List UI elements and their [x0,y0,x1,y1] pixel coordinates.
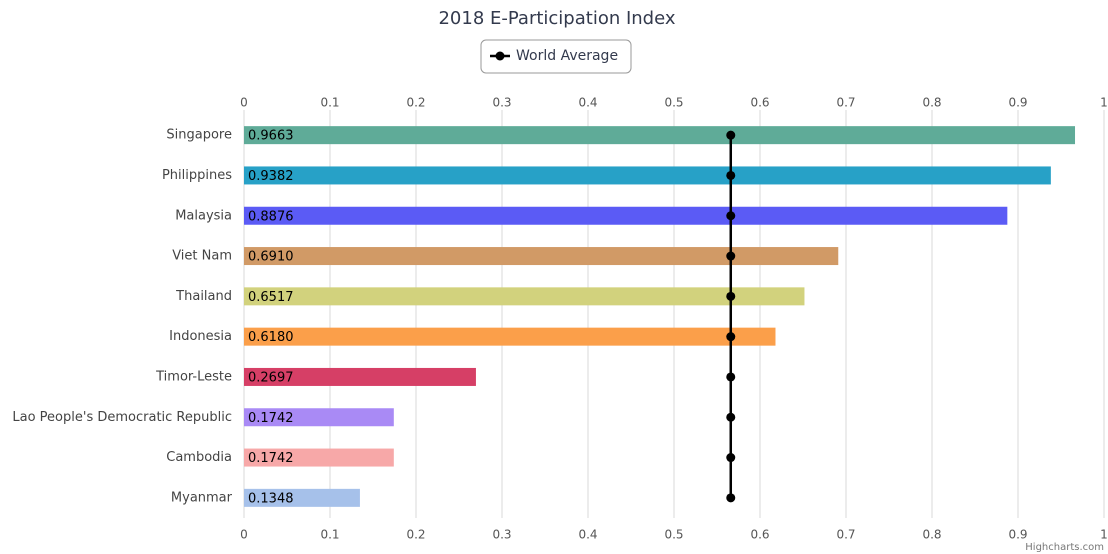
y-tick-label: Myanmar [171,490,233,505]
bar [244,367,476,386]
x-tick-label-bottom: 0.7 [836,528,855,542]
x-tick-label-bottom: 0.8 [922,528,941,542]
y-tick-label: Philippines [162,168,232,183]
x-tick-label-bottom: 0.2 [406,528,425,542]
chart-title: 2018 E-Participation Index [438,8,675,29]
x-tick-label-top: 0.3 [492,96,511,110]
data-label: 0.6517 [248,290,294,305]
x-tick-label-bottom: 0.1 [320,528,339,542]
x-tick-label-top: 0.2 [406,96,425,110]
bar [244,287,805,306]
marker [726,130,736,140]
data-label: 0.2697 [248,370,294,385]
data-label: 0.1348 [248,491,294,506]
data-label: 0.6180 [248,330,294,345]
data-label: 0.9663 [248,129,294,144]
x-tick-label-top: 0.9 [1008,96,1027,110]
data-label: 0.1742 [248,411,294,426]
bar [244,488,360,507]
marker [726,170,736,180]
marker [726,291,736,301]
x-tick-label-bottom: 0.3 [492,528,511,542]
marker [726,412,736,422]
y-tick-label: Lao People's Democratic Republic [12,410,232,425]
y-tick-label: Indonesia [169,329,232,344]
x-tick-label-top: 1 [1100,96,1108,110]
y-tick-label: Thailand [175,289,232,304]
data-label: 0.9382 [248,169,294,184]
legend-marker [495,51,505,61]
bar [244,448,394,467]
x-tick-label-top: 0.8 [922,96,941,110]
marker [726,493,736,503]
marker [726,372,736,382]
x-tick-label-bottom: 0.9 [1008,528,1027,542]
x-tick-label-top: 0.4 [578,96,597,110]
x-tick-label-top: 0.1 [320,96,339,110]
x-tick-label-top: 0.5 [664,96,683,110]
x-tick-label-top: 0.7 [836,96,855,110]
y-tick-label: Cambodia [166,450,232,465]
data-label: 0.8876 [248,209,294,224]
x-tick-label-bottom: 1 [1100,528,1108,542]
x-tick-label-bottom: 0.6 [750,528,769,542]
x-tick-label-top: 0 [240,96,248,110]
x-tick-label-bottom: 0 [240,528,248,542]
bar [244,408,394,427]
marker [726,251,736,261]
x-tick-label-bottom: 0.4 [578,528,597,542]
data-label: 0.6910 [248,250,294,265]
y-tick-label: Singapore [166,128,232,143]
x-tick-label-bottom: 0.5 [664,528,683,542]
data-label: 0.1742 [248,451,294,466]
bar [244,247,839,266]
marker [726,211,736,221]
y-tick-label: Timor-Leste [155,369,232,384]
x-tick-label-top: 0.6 [750,96,769,110]
marker [726,453,736,463]
legend-label: World Average [516,48,618,64]
bar [244,327,776,346]
bar [244,206,1008,225]
bar [244,126,1076,145]
y-tick-label: Viet Nam [172,249,232,264]
legend-box[interactable] [480,39,632,74]
bar [244,166,1051,185]
y-tick-label: Malaysia [175,208,232,223]
credits: Highcharts.com [1025,542,1104,553]
marker [726,332,736,342]
